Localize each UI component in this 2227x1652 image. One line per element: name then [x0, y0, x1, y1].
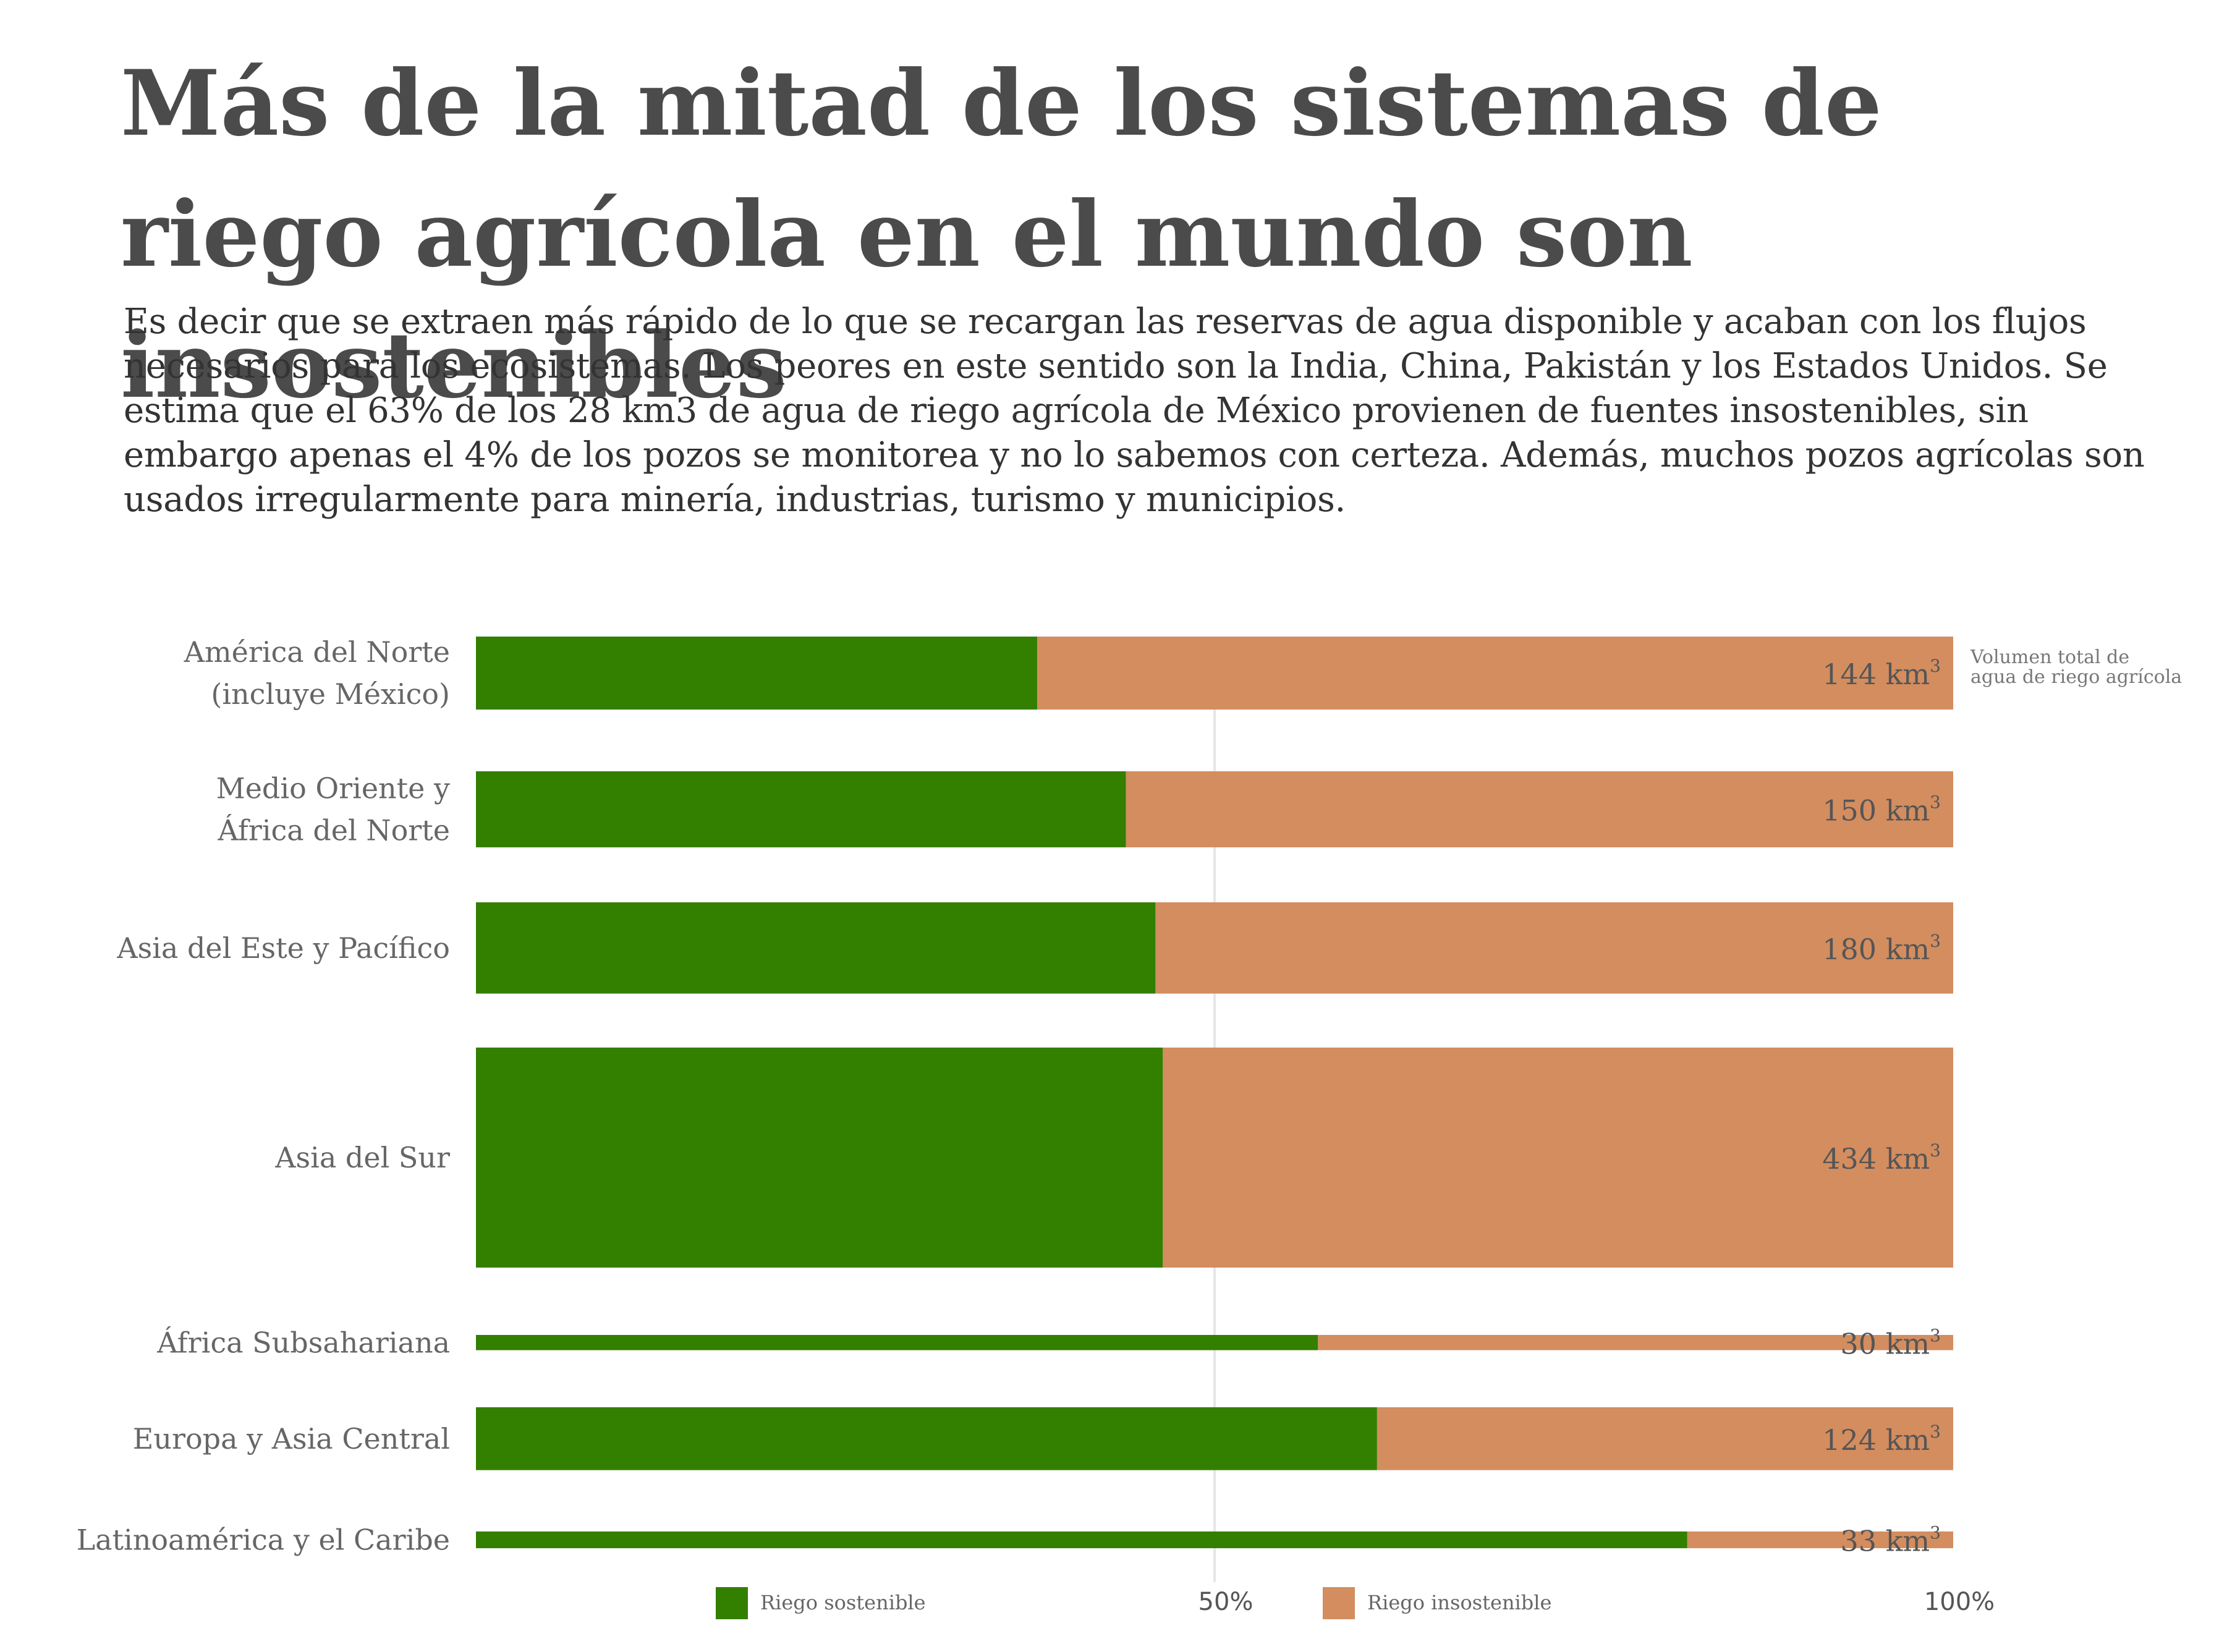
- bar-unsustainable: [1163, 1048, 1953, 1268]
- legend-swatch-sustainable: [716, 1587, 748, 1619]
- x-tick-label: 50%: [1198, 1588, 1253, 1616]
- bar-sustainable: [476, 1048, 1163, 1268]
- bar-unsustainable: [1376, 1407, 1953, 1470]
- total-volume-label: 434 km3: [1822, 1140, 1941, 1175]
- totals-note: agua de riego agrícola: [1970, 666, 2182, 688]
- chart-title: Más de la mitad de los sistemas de riego…: [121, 51, 1882, 418]
- bar-sustainable: [476, 771, 1126, 848]
- bar-sustainable: [476, 637, 1038, 710]
- total-volume-label: 33 km3: [1841, 1523, 1941, 1558]
- bar-unsustainable: [1037, 637, 1953, 710]
- bar-unsustainable: [1126, 771, 1953, 848]
- x-tick-label: 100%: [1924, 1588, 1995, 1616]
- category-label: (incluye México): [211, 677, 450, 711]
- legend-label: Riego sostenible: [760, 1591, 926, 1614]
- category-label: América del Norte: [184, 635, 450, 669]
- category-label: Asia del Este y Pacífico: [116, 931, 450, 965]
- bar-unsustainable: [1318, 1335, 1953, 1350]
- category-label: Europa y Asia Central: [133, 1422, 450, 1455]
- bar-unsustainable: [1687, 1531, 1953, 1549]
- category-label: Latinoamérica y el Caribe: [77, 1523, 450, 1557]
- bar-sustainable: [476, 1335, 1318, 1350]
- category-label: África del Norte: [217, 813, 450, 847]
- total-volume-label: 30 km3: [1841, 1325, 1941, 1360]
- total-volume-label: 124 km3: [1822, 1421, 1941, 1457]
- category-label: Asia del Sur: [274, 1141, 450, 1174]
- bar-sustainable: [476, 1407, 1377, 1470]
- category-label: África Subsahariana: [156, 1325, 450, 1359]
- totals-note: Volumen total de: [1970, 646, 2129, 668]
- bar-unsustainable: [1155, 902, 1953, 994]
- category-label: Medio Oriente y: [216, 772, 450, 805]
- total-volume-label: 150 km3: [1822, 792, 1941, 828]
- chart-subtitle: Es decir que se extraen más rápido de lo…: [124, 302, 2145, 520]
- legend-label: Riego insostenible: [1367, 1591, 1551, 1614]
- bar-sustainable: [476, 1531, 1687, 1549]
- total-volume-label: 144 km3: [1822, 656, 1941, 691]
- total-volume-label: 180 km3: [1822, 931, 1941, 966]
- legend-swatch-unsustainable: [1323, 1587, 1355, 1619]
- bar-sustainable: [476, 902, 1156, 994]
